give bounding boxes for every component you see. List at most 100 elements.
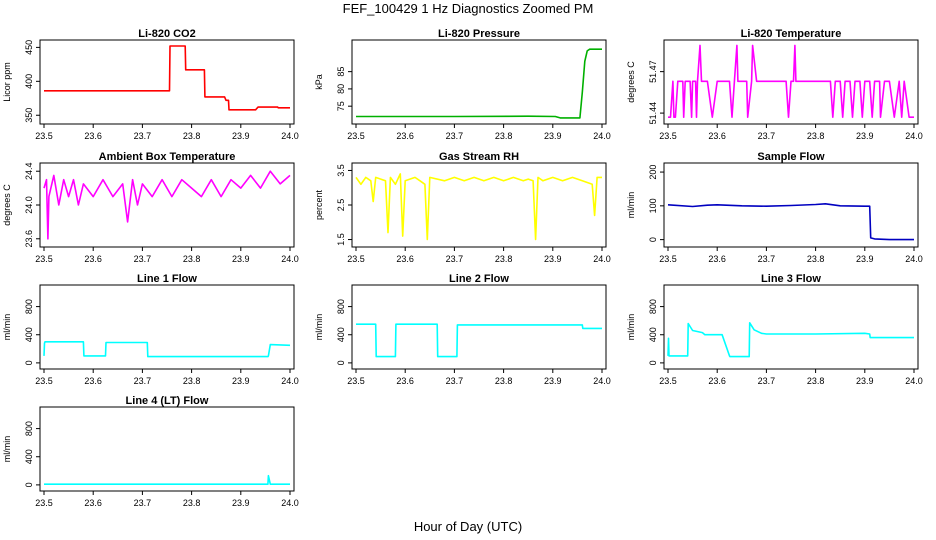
x-tick-label: 23.7 [446,254,464,264]
x-tick-label: 24.0 [281,498,299,508]
y-tick-label: 0 [24,360,34,365]
x-tick-label: 23.9 [232,376,250,386]
x-tick-label: 23.8 [495,131,513,141]
y-axis-label: percent [314,189,324,220]
x-tick-label: 23.7 [134,498,152,508]
y-tick-label: 400 [24,327,34,342]
plot-frame [663,162,919,248]
series-line [43,341,291,358]
series-line [44,474,290,485]
x-tick-label: 24.0 [593,254,611,264]
y-tick-label: 350 [24,108,34,123]
plot-frame [39,406,295,492]
x-tick-label: 23.9 [544,131,562,141]
x-tick-label: 23.8 [183,498,201,508]
y-tick-label: 1.5 [336,233,346,246]
x-tick-label: 23.5 [347,254,365,264]
y-axis-label: ml/min [314,314,324,341]
series-line [44,45,290,111]
y-tick-label: 24.0 [24,196,34,214]
series-line [667,203,914,241]
x-tick-label: 23.8 [807,131,825,141]
x-tick-label: 23.5 [659,254,677,264]
panel-title: Li-820 Temperature [741,28,842,40]
x-tick-label: 24.0 [905,254,923,264]
y-tick-label: 400 [24,449,34,464]
x-tick-label: 23.9 [232,254,250,264]
y-tick-label: 51.44 [648,102,658,125]
y-tick-label: 0 [336,360,346,365]
y-tick-label: 24.4 [24,162,34,180]
series-line [356,323,602,358]
series-line [668,44,914,118]
y-tick-label: 80 [336,84,346,94]
x-tick-label: 23.6 [84,498,102,508]
x-tick-label: 23.7 [758,131,776,141]
y-tick-label: 800 [24,299,34,314]
x-tick-label: 23.6 [396,376,414,386]
y-axis-label: ml/min [2,314,12,341]
x-tick-label: 23.9 [856,131,874,141]
x-tick-label: 23.6 [84,131,102,141]
y-axis-label: ml/min [626,314,636,341]
series-line [356,48,602,119]
y-tick-label: 800 [648,299,658,314]
x-tick-label: 23.9 [856,376,874,386]
y-axis-label: ml/min [626,192,636,219]
x-tick-label: 23.8 [183,131,201,141]
y-tick-label: 85 [336,67,346,77]
y-tick-label: 75 [336,101,346,111]
y-axis-label: degrees C [2,184,12,226]
y-tick-label: 23.6 [24,230,34,248]
panel-title: Line 4 (LT) Flow [126,395,209,407]
panel-title: Li-820 Pressure [438,28,520,40]
x-tick-label: 23.6 [708,376,726,386]
y-tick-label: 0 [648,360,658,365]
plot-frame [351,162,607,248]
x-tick-label: 23.6 [84,376,102,386]
y-tick-label: 450 [24,40,34,55]
panel-title: Sample Flow [757,151,825,163]
x-tick-label: 23.8 [495,376,513,386]
x-tick-label: 23.6 [708,254,726,264]
x-tick-label: 23.8 [807,254,825,264]
x-tick-label: 23.5 [347,376,365,386]
y-tick-label: 400 [24,74,34,89]
plot-frame [39,284,295,370]
plot-frame [663,39,919,125]
y-tick-label: 100 [648,198,658,213]
x-tick-label: 23.9 [232,131,250,141]
x-tick-label: 23.7 [758,376,776,386]
x-tick-label: 23.6 [396,131,414,141]
x-tick-label: 23.7 [134,254,152,264]
panel-title: Li-820 CO2 [138,28,195,40]
x-tick-label: 23.5 [35,498,53,508]
y-axis-label: Licor ppm [2,62,12,102]
x-tick-label: 23.5 [347,131,365,141]
y-tick-label: 800 [24,421,34,436]
x-tick-label: 23.6 [708,131,726,141]
plot-frame [351,39,607,125]
x-tick-label: 23.9 [232,498,250,508]
x-tick-label: 24.0 [593,131,611,141]
panel-title: Line 3 Flow [761,273,821,285]
x-tick-label: 24.0 [593,376,611,386]
x-tick-label: 23.5 [35,254,53,264]
y-tick-label: 800 [336,299,346,314]
y-tick-label: 2.5 [336,199,346,212]
panel-title: Line 2 Flow [449,273,509,285]
plot-frame [663,284,919,370]
x-tick-label: 23.7 [446,131,464,141]
series-line [43,170,291,240]
x-tick-label: 24.0 [281,131,299,141]
panel-title: Gas Stream RH [439,151,519,163]
y-tick-label: 0 [24,482,34,487]
x-tick-label: 23.9 [856,254,874,264]
x-tick-label: 23.8 [807,376,825,386]
y-tick-label: 3.5 [336,164,346,177]
panel-title: Ambient Box Temperature [99,151,236,163]
x-tick-label: 23.7 [134,131,152,141]
x-tick-label: 24.0 [905,376,923,386]
